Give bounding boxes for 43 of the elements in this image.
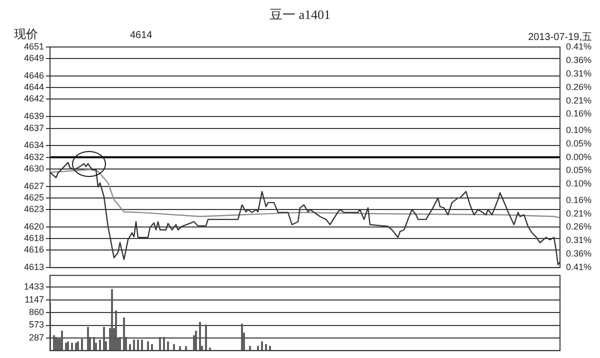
chart-title: 豆一 a1401: [268, 6, 332, 24]
y-tick-label: 4625: [24, 192, 44, 202]
y-tick-label: 4618: [24, 233, 44, 244]
y2-tick-label: 0.41%: [566, 262, 592, 272]
y-tick-label: 860: [28, 307, 44, 318]
y-tick-label: 573: [28, 320, 44, 330]
text: 2013-07-19,五: [528, 31, 592, 43]
y-tick-label: 4620: [24, 221, 44, 232]
y-tick-label: 4642: [24, 94, 44, 104]
y-tick-label: 4639: [24, 111, 44, 122]
y2-tick-label: 0.16%: [566, 108, 592, 119]
y2-tick-label: 0.26%: [566, 222, 592, 232]
y-tick-label: 4644: [24, 82, 44, 92]
y2-tick-label: 0.16%: [566, 194, 592, 205]
y-tick-label: 4630: [24, 163, 44, 174]
y-tick-label: 4651: [24, 41, 44, 52]
y2-tick-label: 0.21%: [566, 208, 592, 218]
y2-tick-label: 0.00%: [566, 152, 592, 162]
y2-tick-label: 0.21%: [566, 95, 592, 106]
y-tick-label: 4634: [24, 140, 44, 150]
y-tick-label: 4637: [24, 122, 44, 133]
y-tick-label: 4632: [24, 152, 44, 162]
y-tick-label: 4627: [24, 180, 44, 191]
y-tick-label: 1147: [24, 294, 44, 304]
y2-tick-label: 0.05%: [566, 138, 592, 148]
y2-tick-label: 0.05%: [566, 165, 592, 176]
y-tick-label: 4646: [24, 70, 44, 81]
y2-tick-label: 0.36%: [566, 54, 592, 65]
y-tick-label: 1433: [24, 282, 44, 292]
y2-tick-label: 0.31%: [566, 68, 592, 78]
y-tick-label: 287: [28, 332, 44, 342]
y-tick-label: 4649: [24, 53, 44, 64]
y2-tick-label: 0.26%: [566, 82, 592, 92]
text: 4614: [130, 30, 152, 41]
y2-tick-label: 0.41%: [566, 41, 592, 52]
y2-tick-label: 0.36%: [566, 248, 592, 259]
y-tick-label: 4613: [24, 262, 44, 272]
y-tick-label: 4616: [24, 244, 44, 255]
y2-tick-label: 0.10%: [566, 124, 592, 135]
y2-tick-label: 0.10%: [566, 178, 592, 189]
y-axis-title: 现价: [14, 26, 38, 43]
y2-tick-label: 0.31%: [566, 235, 592, 246]
y-tick-label: 4623: [24, 204, 44, 214]
